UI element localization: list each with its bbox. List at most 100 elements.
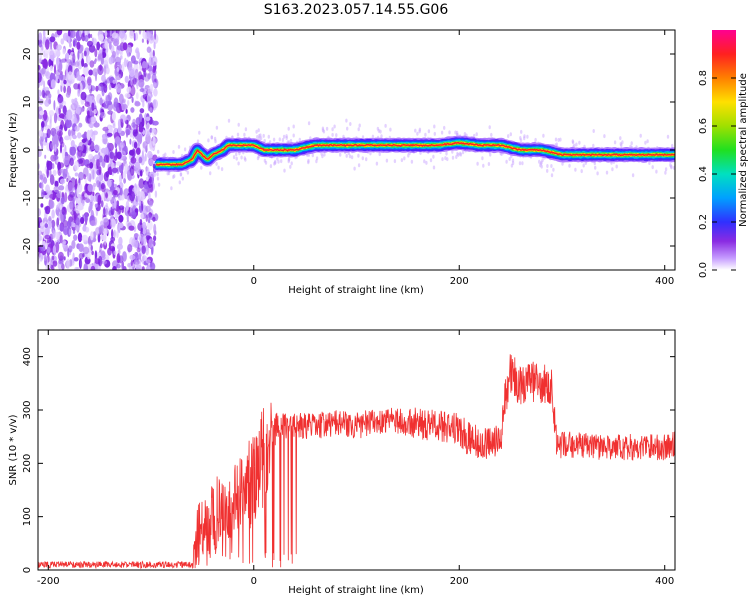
spectrogram-speckle bbox=[603, 134, 606, 139]
spectrogram-noise-blob bbox=[107, 179, 112, 188]
spectrogram-noise-blob bbox=[152, 136, 156, 147]
spectrogram-x-tick-label: -200 bbox=[37, 276, 60, 287]
spectrogram-speckle bbox=[357, 153, 360, 158]
spectrogram-speckle bbox=[550, 173, 554, 178]
spectrogram-noise-blob bbox=[44, 99, 50, 107]
spectrogram-noise-blob bbox=[53, 155, 59, 161]
spectrogram-speckle bbox=[236, 132, 240, 137]
spectrogram-noise-blob bbox=[92, 231, 96, 240]
spectrogram-speckle bbox=[429, 158, 433, 163]
spectrogram-speckle bbox=[244, 127, 248, 132]
spectrogram-noise-blob bbox=[59, 204, 62, 211]
spectrogram-noise-blob bbox=[153, 88, 158, 97]
spectrogram-speckle bbox=[272, 137, 276, 142]
spectrogram-noise-blob bbox=[124, 93, 131, 98]
spectrogram-noise-blob bbox=[93, 60, 97, 64]
spectrogram-noise-blob bbox=[113, 229, 116, 239]
spectrogram-speckle bbox=[177, 144, 181, 149]
spectrogram-speckle bbox=[488, 125, 491, 130]
colorbar-tick-label: 0.0 bbox=[698, 262, 709, 278]
snr-y-label: SNR (10 * v/v) bbox=[8, 414, 19, 485]
spectrogram-y-tick-label: 20 bbox=[22, 48, 33, 61]
spectrogram-speckle bbox=[281, 138, 285, 142]
spectrogram-noise-blob bbox=[41, 142, 44, 151]
spectrogram-speckle bbox=[644, 140, 647, 145]
spectrogram-noise-blob bbox=[140, 236, 144, 245]
spectrogram-noise-blob bbox=[142, 60, 147, 69]
spectrogram-speckle bbox=[323, 152, 326, 157]
spectrogram-noise-blob bbox=[148, 191, 151, 202]
spectrogram-noise-blob bbox=[119, 93, 124, 105]
spectrogram-speckle bbox=[443, 125, 446, 130]
spectrogram-noise-blob bbox=[94, 250, 98, 260]
spectrogram-noise-blob bbox=[105, 192, 108, 199]
spectrogram-noise-blob bbox=[38, 129, 44, 138]
spectrogram-noise-blob bbox=[82, 253, 85, 258]
spectrogram-noise-blob bbox=[113, 250, 117, 255]
spectrogram-noise-blob bbox=[38, 64, 41, 71]
spectrogram-noise-blob bbox=[136, 136, 141, 143]
spectrogram-noise-blob bbox=[122, 251, 127, 262]
spectrogram-noise-blob bbox=[126, 213, 129, 223]
spectrogram-speckle bbox=[427, 129, 431, 134]
spectrogram-speckle bbox=[461, 150, 465, 155]
spectrogram-noise-blob bbox=[139, 108, 145, 114]
spectrogram-noise-blob bbox=[56, 30, 63, 36]
spectrogram-speckle bbox=[358, 123, 361, 128]
spectrogram-noise-blob bbox=[49, 36, 56, 43]
spectrogram-noise-blob bbox=[61, 206, 66, 215]
spectrogram-noise-blob bbox=[154, 190, 158, 198]
spectrogram-noise-blob bbox=[84, 193, 89, 198]
spectrogram-noise-blob bbox=[128, 67, 135, 74]
spectrogram-noise-blob bbox=[74, 266, 79, 270]
spectrogram-noise-blob bbox=[38, 39, 43, 48]
spectrogram-noise-blob bbox=[131, 79, 134, 87]
spectrogram-noise-blob bbox=[69, 201, 74, 210]
spectrogram-noise-blob bbox=[145, 229, 150, 235]
spectrogram-noise-blob bbox=[104, 228, 107, 237]
spectrogram-speckle bbox=[350, 155, 354, 160]
spectrogram-noise-blob bbox=[62, 48, 66, 55]
spectrogram-noise-blob bbox=[54, 180, 59, 188]
spectrogram-speckle bbox=[459, 151, 462, 156]
spectrogram-speckle bbox=[523, 136, 526, 141]
spectrogram-noise-blob bbox=[149, 107, 153, 113]
spectrogram-noise-blob bbox=[147, 65, 153, 72]
spectrogram-noise-blob bbox=[88, 153, 94, 160]
spectrogram-noise-blob bbox=[56, 204, 59, 210]
spectrogram-noise-blob bbox=[136, 190, 142, 196]
spectrogram-noise-blob bbox=[74, 125, 80, 132]
spectrogram-noise-blob bbox=[103, 84, 108, 93]
snr-x-tick-label: 400 bbox=[655, 576, 674, 587]
spectrogram-noise-blob bbox=[49, 194, 55, 199]
spectrogram-speckle bbox=[240, 155, 243, 160]
spectrogram-noise-blob bbox=[142, 141, 148, 149]
spectrogram-noise-blob bbox=[142, 100, 145, 108]
spectrogram-noise-blob bbox=[64, 135, 70, 141]
spectrogram-panel: -200 0 200 400 -20 -10 0 10 20 Height of straig… bbox=[8, 29, 676, 296]
snr-series-line bbox=[38, 354, 675, 570]
spectrogram-speckle bbox=[361, 156, 364, 161]
spectrogram-noise-blob bbox=[39, 174, 44, 180]
spectrogram-speckle bbox=[440, 130, 444, 135]
spectrogram-speckle bbox=[539, 163, 542, 168]
spectrogram-noise-blob bbox=[66, 258, 70, 270]
spectrogram-noise-blob bbox=[51, 265, 55, 270]
spectrogram-noise-blob bbox=[69, 191, 75, 198]
spectrogram-noise-blob bbox=[45, 71, 51, 80]
spectrogram-noise-blob bbox=[55, 231, 60, 240]
spectrogram-speckle bbox=[166, 171, 169, 176]
spectrogram-noise-blob bbox=[40, 182, 44, 190]
spectrogram-speckle bbox=[259, 136, 263, 141]
spectrogram-noise-blob bbox=[65, 118, 72, 129]
spectrogram-noise-blob bbox=[80, 217, 85, 224]
spectrogram-speckle bbox=[243, 156, 246, 161]
spectrogram-noise-blob bbox=[67, 129, 72, 137]
spectrogram-noise-blob bbox=[53, 185, 60, 193]
spectrogram-speckle bbox=[255, 129, 258, 134]
spectrogram-noise-blob bbox=[145, 166, 150, 177]
spectrogram-speckle bbox=[451, 155, 455, 160]
spectrogram-noise-blob bbox=[68, 245, 73, 253]
spectrogram-speckle bbox=[561, 161, 564, 166]
spectrogram-noise-blob bbox=[119, 142, 125, 148]
